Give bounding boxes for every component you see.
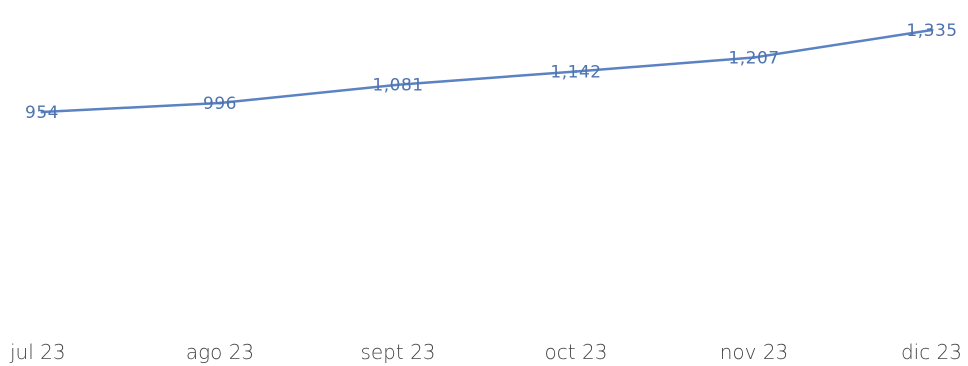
x-tick-label: oct 23 bbox=[545, 340, 608, 364]
x-axis: jul 23 ago 23 sept 23 oct 23 nov 23 dic 23 bbox=[9, 340, 962, 364]
series-line bbox=[40, 28, 934, 114]
data-point bbox=[218, 101, 222, 105]
data-point bbox=[930, 28, 934, 32]
data-label: 1,142 bbox=[550, 63, 601, 83]
x-tick-label: sept 23 bbox=[360, 340, 435, 364]
series-group bbox=[40, 28, 934, 114]
data-label: 1,081 bbox=[372, 76, 423, 96]
data-point bbox=[752, 56, 756, 59]
data-label: 1,335 bbox=[906, 21, 957, 41]
data-label: 996 bbox=[203, 94, 237, 114]
x-tick-label: ago 23 bbox=[186, 340, 254, 364]
data-point bbox=[40, 110, 44, 114]
data-point bbox=[396, 83, 400, 87]
data-labels: 954 996 1,081 1,142 1,207 1,335 bbox=[25, 21, 957, 123]
x-tick-label: jul 23 bbox=[9, 340, 66, 364]
data-point bbox=[574, 70, 578, 73]
data-label: 954 bbox=[25, 103, 59, 123]
x-tick-label: nov 23 bbox=[720, 340, 789, 364]
x-tick-label: dic 23 bbox=[901, 340, 962, 364]
data-label: 1,207 bbox=[728, 49, 779, 69]
